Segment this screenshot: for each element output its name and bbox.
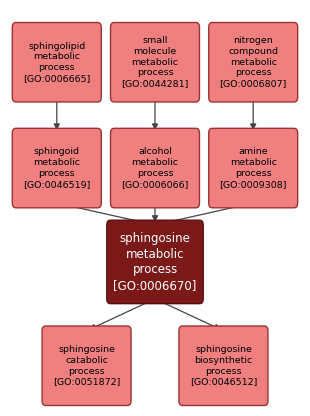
Text: sphingosine
metabolic
process
[GO:0006670]: sphingosine metabolic process [GO:000667… bbox=[113, 232, 197, 292]
FancyBboxPatch shape bbox=[110, 22, 200, 102]
FancyBboxPatch shape bbox=[209, 128, 298, 208]
Text: nitrogen
compound
metabolic
process
[GO:0006807]: nitrogen compound metabolic process [GO:… bbox=[219, 36, 287, 88]
FancyBboxPatch shape bbox=[12, 22, 101, 102]
Text: sphingoid
metabolic
process
[GO:0046519]: sphingoid metabolic process [GO:0046519] bbox=[23, 147, 91, 189]
FancyBboxPatch shape bbox=[209, 22, 298, 102]
FancyBboxPatch shape bbox=[179, 326, 268, 406]
FancyBboxPatch shape bbox=[110, 128, 200, 208]
Text: sphingolipid
metabolic
process
[GO:0006665]: sphingolipid metabolic process [GO:00066… bbox=[23, 42, 91, 83]
Text: amine
metabolic
process
[GO:0009308]: amine metabolic process [GO:0009308] bbox=[219, 147, 287, 189]
Text: sphingosine
catabolic
process
[GO:0051872]: sphingosine catabolic process [GO:005187… bbox=[53, 345, 120, 386]
FancyBboxPatch shape bbox=[42, 326, 131, 406]
Text: sphingosine
biosynthetic
process
[GO:0046512]: sphingosine biosynthetic process [GO:004… bbox=[190, 345, 257, 386]
FancyBboxPatch shape bbox=[12, 128, 101, 208]
Text: alcohol
metabolic
process
[GO:0006066]: alcohol metabolic process [GO:0006066] bbox=[121, 147, 189, 189]
FancyBboxPatch shape bbox=[107, 220, 203, 304]
Text: small
molecule
metabolic
process
[GO:0044281]: small molecule metabolic process [GO:004… bbox=[121, 36, 189, 88]
